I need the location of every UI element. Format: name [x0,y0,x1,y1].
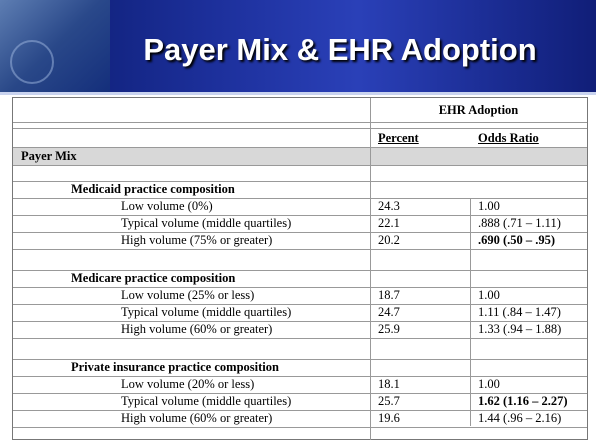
percent: 22.1 [378,216,400,230]
row-line [13,270,587,271]
row-line [13,122,587,123]
row-line [13,427,587,428]
percent: 24.7 [378,305,400,319]
row-line [13,232,587,233]
row-line [13,165,587,166]
odds-ratio: .690 (.50 – .95) [478,233,556,247]
percent: 20.2 [378,233,400,247]
row-line [13,147,587,148]
group-label: Medicaid practice composition [71,182,235,196]
percent: 18.7 [378,288,400,302]
column-line [470,198,471,426]
row-line [13,215,587,216]
banner-ornament [10,40,54,84]
row-label: Typical volume (middle quartiles) [121,216,292,230]
odds-ratio: 1.44 (.96 – 2.16) [478,411,562,425]
odds-ratio: 1.00 [478,199,500,213]
row-line [13,338,587,339]
row-line [13,128,587,129]
column-header: Percent [378,131,419,145]
odds-ratio: 1.00 [478,377,500,391]
title-rule [0,92,596,95]
odds-ratio: 1.00 [478,288,500,302]
odds-ratio: 1.62 (1.16 – 2.27) [478,394,568,408]
group-label: Private insurance practice composition [71,360,279,374]
odds-ratio: 1.11 (.84 – 1.47) [478,305,561,319]
group-label: Medicare practice composition [71,271,236,285]
odds-ratio: .888 (.71 – 1.11) [478,216,561,230]
row-label: Typical volume (middle quartiles) [121,305,292,319]
percent: 18.1 [378,377,400,391]
percent: 19.6 [378,411,400,425]
row-line [13,198,587,199]
row-line [13,410,587,411]
odds-ratio: 1.33 (.94 – 1.88) [478,322,562,336]
row-line [13,287,587,288]
row-line [13,249,587,250]
row-label: High volume (60% or greater) [121,322,273,336]
section-label: Payer Mix [21,149,77,163]
section-band [13,148,587,165]
slide-title: Payer Mix & EHR Adoption [143,32,537,67]
row-label: Typical volume (middle quartiles) [121,394,292,408]
row-label: Low volume (0%) [121,199,213,213]
row-line [13,321,587,322]
percent: 25.9 [378,322,400,336]
title-banner: Payer Mix & EHR Adoption [0,0,596,92]
table: EHR Adoption Percent Odds Ratio Payer Mix Me… [12,97,588,440]
column-line [370,98,371,440]
row-line [13,376,587,377]
row-label: High volume (60% or greater) [121,411,273,425]
row-label: Low volume (20% or less) [121,377,255,391]
row-label: High volume (75% or greater) [121,233,273,247]
percent: 24.3 [378,199,400,213]
group-header: EHR Adoption [438,103,519,117]
row-line [13,359,587,360]
row-label: Low volume (25% or less) [121,288,255,302]
column-header: Odds Ratio [478,131,539,145]
row-line [13,304,587,305]
row-line [13,181,587,182]
row-line [13,393,587,394]
percent: 25.7 [378,394,400,408]
